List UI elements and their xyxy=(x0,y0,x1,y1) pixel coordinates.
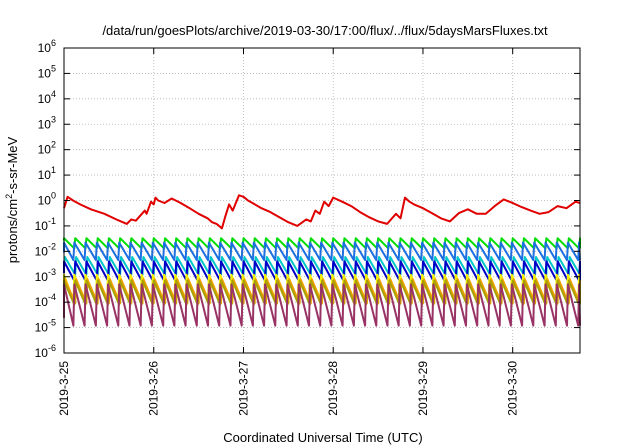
y-tick-exp: 0 xyxy=(51,191,56,201)
y-tick-exp: 4 xyxy=(51,89,56,99)
chart-title: /data/run/goesPlots/archive/2019-03-30/1… xyxy=(102,23,548,38)
y-tick-label: 105 xyxy=(38,63,56,80)
x-tick-label: 2019-3-30 xyxy=(506,361,520,416)
y-tick-label: 10-1 xyxy=(35,216,56,233)
y-tick-exp: -5 xyxy=(48,318,56,328)
y-axis-label-post: -s-sr-MeV xyxy=(5,136,20,193)
y-tick-base: 10 xyxy=(38,66,52,80)
y-tick-exp: -6 xyxy=(48,343,56,353)
series-group xyxy=(63,194,581,327)
y-axis-label-sup: 2 xyxy=(4,194,14,199)
x-tick-label: 2019-3-25 xyxy=(57,361,71,416)
y-tick-base: 10 xyxy=(38,168,52,182)
y-tick-label: 100 xyxy=(38,191,56,208)
series-line-2 xyxy=(63,241,581,262)
x-tick-label: 2019-3-29 xyxy=(416,361,430,416)
y-tick-base: 10 xyxy=(35,346,49,360)
y-tick-label: 106 xyxy=(38,38,56,55)
y-tick-label: 101 xyxy=(38,165,56,182)
y-tick-label: 10-2 xyxy=(35,241,56,258)
y-tick-label: 103 xyxy=(38,114,56,131)
y-tick-exp: 5 xyxy=(51,63,56,73)
y-tick-exp: -3 xyxy=(48,267,56,277)
y-tick-base: 10 xyxy=(35,244,49,258)
y-tick-exp: -2 xyxy=(48,241,56,251)
y-tick-exp: 1 xyxy=(51,165,56,175)
y-tick-exp: -1 xyxy=(48,216,56,226)
y-tick-exp: 2 xyxy=(51,140,56,150)
y-tick-base: 10 xyxy=(38,117,52,131)
x-axis-label: Coordinated Universal Time (UTC) xyxy=(223,430,422,445)
x-ticks: 2019-3-25 2019-3-26 2019-3-27 2019-3-28 2019… xyxy=(57,48,520,416)
y-axis-label-pre: protons/cm xyxy=(5,199,20,263)
y-tick-label: 10-5 xyxy=(35,318,56,335)
y-tick-base: 10 xyxy=(38,92,52,106)
y-tick-label: 104 xyxy=(38,89,56,106)
y-tick-exp: -4 xyxy=(48,292,56,302)
y-tick-exp: 3 xyxy=(51,114,56,124)
series-line-0 xyxy=(63,194,581,230)
y-tick-label: 102 xyxy=(38,140,56,157)
y-tick-base: 10 xyxy=(38,143,52,157)
x-tick-label: 2019-3-28 xyxy=(326,361,340,416)
y-tick-label: 10-6 xyxy=(35,343,56,360)
y-tick-base: 10 xyxy=(35,295,49,309)
y-tick-label: 10-3 xyxy=(35,267,56,284)
y-ticks: 10-610-510-410-310-210-11001011021031041… xyxy=(35,38,580,360)
y-tick-base: 10 xyxy=(35,321,49,335)
x-tick-label: 2019-3-26 xyxy=(147,361,161,416)
y-tick-exp: 6 xyxy=(51,38,56,48)
series-line-8 xyxy=(63,283,581,327)
y-tick-base: 10 xyxy=(35,270,49,284)
y-tick-base: 10 xyxy=(38,41,52,55)
y-tick-base: 10 xyxy=(38,194,52,208)
y-tick-label: 10-4 xyxy=(35,292,56,309)
y-axis-label: protons/cm2-s-sr-MeV xyxy=(4,136,20,263)
y-tick-base: 10 xyxy=(35,219,49,233)
x-tick-label: 2019-3-27 xyxy=(236,361,250,416)
